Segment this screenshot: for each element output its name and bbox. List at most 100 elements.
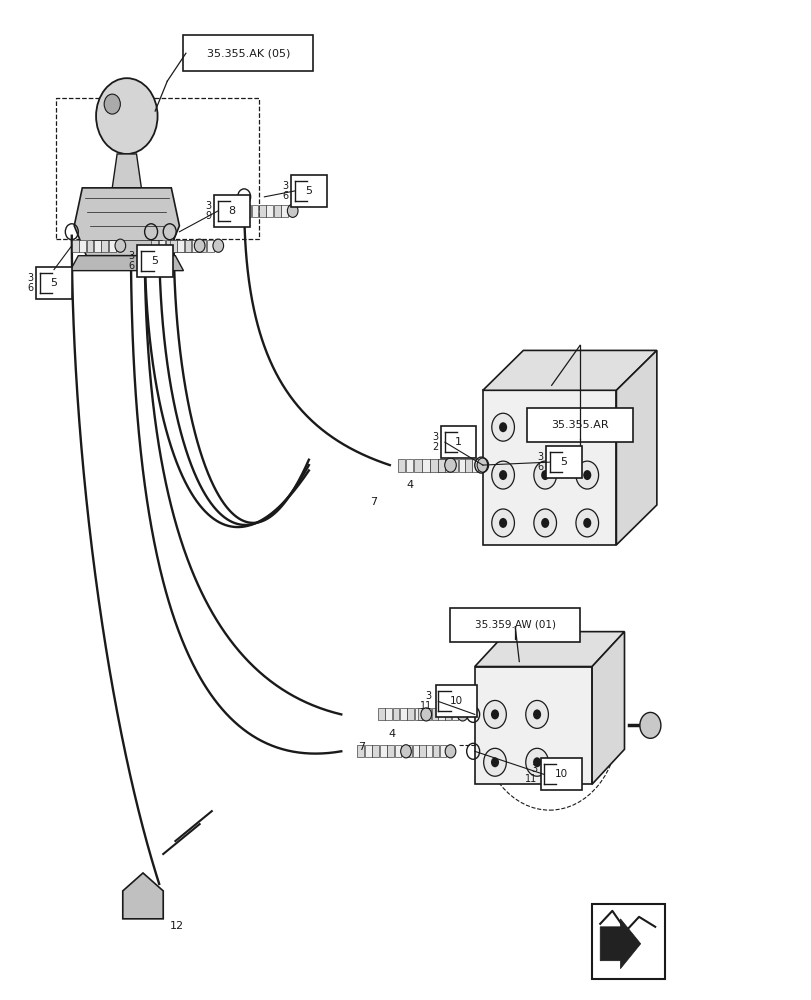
Bar bbox=[430, 459, 437, 472]
Bar bbox=[371, 745, 379, 757]
FancyBboxPatch shape bbox=[182, 35, 313, 71]
Circle shape bbox=[533, 413, 556, 441]
Text: 3: 3 bbox=[537, 452, 543, 462]
Bar bbox=[444, 708, 451, 720]
FancyBboxPatch shape bbox=[540, 758, 581, 790]
Circle shape bbox=[575, 413, 598, 441]
Polygon shape bbox=[112, 154, 141, 188]
FancyBboxPatch shape bbox=[440, 426, 476, 458]
Text: 5: 5 bbox=[305, 186, 312, 196]
Circle shape bbox=[639, 712, 660, 738]
Circle shape bbox=[499, 422, 507, 432]
Bar bbox=[392, 708, 399, 720]
Circle shape bbox=[491, 757, 499, 767]
Bar bbox=[440, 745, 445, 757]
Bar bbox=[432, 745, 439, 757]
Circle shape bbox=[533, 509, 556, 537]
Bar bbox=[191, 240, 199, 252]
Text: 11: 11 bbox=[524, 774, 536, 784]
Bar bbox=[407, 708, 414, 720]
Bar bbox=[451, 459, 457, 472]
Text: 6: 6 bbox=[537, 462, 543, 472]
Circle shape bbox=[420, 708, 431, 721]
FancyBboxPatch shape bbox=[214, 195, 250, 227]
Bar bbox=[591, 904, 664, 979]
Polygon shape bbox=[483, 350, 656, 390]
Text: 9: 9 bbox=[205, 211, 212, 221]
Bar bbox=[384, 708, 392, 720]
Bar bbox=[451, 708, 457, 720]
Circle shape bbox=[582, 518, 590, 528]
Bar bbox=[266, 205, 272, 217]
Bar bbox=[184, 240, 191, 252]
Bar bbox=[377, 708, 384, 720]
Text: 35.355.AR: 35.355.AR bbox=[551, 420, 608, 430]
Circle shape bbox=[96, 78, 157, 154]
Bar bbox=[426, 745, 432, 757]
FancyBboxPatch shape bbox=[545, 446, 581, 478]
Bar bbox=[414, 459, 421, 472]
Circle shape bbox=[582, 422, 590, 432]
Bar bbox=[177, 240, 184, 252]
Text: 3: 3 bbox=[530, 764, 536, 774]
Bar bbox=[418, 708, 424, 720]
Bar bbox=[244, 205, 251, 217]
Polygon shape bbox=[474, 667, 591, 784]
Text: 5: 5 bbox=[152, 256, 158, 266]
Bar bbox=[465, 459, 471, 472]
Circle shape bbox=[444, 745, 455, 758]
FancyBboxPatch shape bbox=[526, 408, 633, 442]
Bar bbox=[431, 708, 437, 720]
Bar bbox=[281, 205, 288, 217]
Bar bbox=[79, 240, 86, 252]
Bar bbox=[394, 745, 401, 757]
Polygon shape bbox=[591, 632, 624, 784]
Circle shape bbox=[483, 700, 506, 728]
Text: 3: 3 bbox=[205, 201, 212, 211]
Circle shape bbox=[400, 745, 411, 758]
Text: 7: 7 bbox=[370, 497, 377, 507]
Bar bbox=[207, 240, 213, 252]
Circle shape bbox=[532, 757, 540, 767]
Text: 5: 5 bbox=[50, 278, 58, 288]
Polygon shape bbox=[474, 632, 624, 667]
Bar bbox=[101, 240, 108, 252]
Bar bbox=[169, 240, 176, 252]
Bar bbox=[380, 745, 386, 757]
Text: 10: 10 bbox=[554, 769, 567, 779]
Circle shape bbox=[575, 461, 598, 489]
Bar bbox=[424, 708, 431, 720]
Circle shape bbox=[477, 458, 488, 472]
Circle shape bbox=[575, 509, 598, 537]
Bar bbox=[438, 708, 444, 720]
Bar bbox=[458, 459, 464, 472]
Bar bbox=[109, 240, 115, 252]
Text: 6: 6 bbox=[129, 261, 135, 271]
Polygon shape bbox=[122, 873, 163, 919]
Bar bbox=[71, 240, 79, 252]
Bar bbox=[387, 745, 393, 757]
Circle shape bbox=[491, 509, 514, 537]
FancyBboxPatch shape bbox=[36, 267, 71, 299]
Text: 1: 1 bbox=[454, 437, 461, 447]
Text: 7: 7 bbox=[358, 742, 365, 752]
Bar bbox=[357, 745, 364, 757]
Text: 3: 3 bbox=[425, 691, 431, 701]
Bar bbox=[188, 240, 195, 252]
Circle shape bbox=[532, 709, 540, 719]
Text: 2: 2 bbox=[431, 442, 438, 452]
Circle shape bbox=[540, 518, 548, 528]
Text: 3: 3 bbox=[431, 432, 438, 442]
FancyBboxPatch shape bbox=[137, 245, 173, 277]
Circle shape bbox=[582, 470, 590, 480]
Text: 3: 3 bbox=[28, 273, 34, 283]
Circle shape bbox=[533, 461, 556, 489]
Circle shape bbox=[540, 470, 548, 480]
Text: 4: 4 bbox=[406, 480, 413, 490]
Bar bbox=[444, 459, 451, 472]
Text: 3: 3 bbox=[282, 181, 288, 191]
Circle shape bbox=[525, 748, 547, 776]
Circle shape bbox=[491, 413, 514, 441]
FancyBboxPatch shape bbox=[435, 685, 476, 717]
Text: 6: 6 bbox=[282, 191, 288, 201]
